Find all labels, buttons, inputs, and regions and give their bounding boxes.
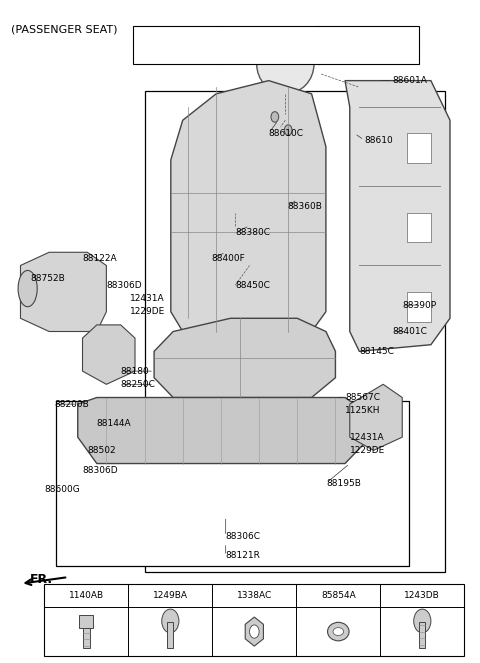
Text: 20060701~: 20060701~ <box>146 48 208 58</box>
Text: 1338AC: 1338AC <box>237 591 272 600</box>
Bar <box>44 583 464 656</box>
Bar <box>83 629 90 648</box>
Text: 88180: 88180 <box>120 367 149 376</box>
Text: 12431A: 12431A <box>350 433 384 442</box>
Text: 88121R: 88121R <box>226 552 261 560</box>
Polygon shape <box>154 318 336 398</box>
Circle shape <box>271 111 279 122</box>
Text: 88306D: 88306D <box>107 281 142 290</box>
Text: WCS: WCS <box>257 48 282 58</box>
Text: 88195B: 88195B <box>326 479 361 488</box>
Text: 88144A: 88144A <box>97 420 132 428</box>
Text: 88567C: 88567C <box>345 393 380 402</box>
Circle shape <box>414 609 431 633</box>
Text: 88610C: 88610C <box>269 129 304 138</box>
Polygon shape <box>78 398 364 463</box>
Text: 88306C: 88306C <box>226 532 261 540</box>
Text: 88200B: 88200B <box>54 400 89 408</box>
Text: SENSOR TYPE: SENSOR TYPE <box>234 33 305 43</box>
Bar <box>420 622 425 648</box>
Text: 88250C: 88250C <box>120 380 156 389</box>
Bar <box>144 91 445 572</box>
Polygon shape <box>345 81 450 351</box>
Circle shape <box>284 125 292 135</box>
Text: 88601A: 88601A <box>393 76 428 85</box>
Polygon shape <box>245 617 264 646</box>
Text: 85854A: 85854A <box>321 591 356 600</box>
Bar <box>56 401 409 566</box>
Text: Period: Period <box>161 33 193 43</box>
Text: 88752B: 88752B <box>30 274 65 283</box>
Bar <box>79 615 94 629</box>
Text: FR.: FR. <box>30 573 53 585</box>
Text: 88450C: 88450C <box>235 281 270 290</box>
Bar <box>407 133 431 163</box>
Circle shape <box>250 625 259 638</box>
Text: 1243DB: 1243DB <box>405 591 440 600</box>
Bar <box>407 213 431 243</box>
Text: 88360B: 88360B <box>288 202 323 211</box>
Polygon shape <box>83 325 135 385</box>
Text: 1140AB: 1140AB <box>69 591 104 600</box>
Ellipse shape <box>333 628 344 636</box>
Ellipse shape <box>18 271 37 307</box>
Text: ASSY: ASSY <box>355 33 381 43</box>
Text: 88401C: 88401C <box>393 327 428 336</box>
Text: 1249BA: 1249BA <box>153 591 188 600</box>
Text: 1125KH: 1125KH <box>345 406 381 415</box>
Text: 1229DE: 1229DE <box>130 307 166 316</box>
Text: 88390P: 88390P <box>402 300 436 310</box>
Ellipse shape <box>257 34 314 94</box>
Circle shape <box>162 609 179 633</box>
Polygon shape <box>350 385 402 450</box>
Text: 88400F: 88400F <box>211 255 245 263</box>
Text: 88122A: 88122A <box>83 255 117 263</box>
Text: 88145C: 88145C <box>360 347 394 356</box>
Bar <box>132 27 419 64</box>
Text: TRACK ASSY: TRACK ASSY <box>336 48 400 58</box>
Ellipse shape <box>327 623 349 641</box>
Text: 88502: 88502 <box>87 446 116 455</box>
Polygon shape <box>21 253 107 332</box>
Bar <box>407 292 431 322</box>
Polygon shape <box>171 81 326 338</box>
Text: 88380C: 88380C <box>235 228 270 237</box>
Text: 12431A: 12431A <box>130 294 165 303</box>
Text: 1229DE: 1229DE <box>350 446 385 455</box>
Bar <box>168 622 173 648</box>
Text: 88610: 88610 <box>364 135 393 145</box>
Text: (PASSENGER SEAT): (PASSENGER SEAT) <box>11 25 118 34</box>
Text: 88600G: 88600G <box>44 485 80 495</box>
Text: 88306D: 88306D <box>83 465 118 475</box>
